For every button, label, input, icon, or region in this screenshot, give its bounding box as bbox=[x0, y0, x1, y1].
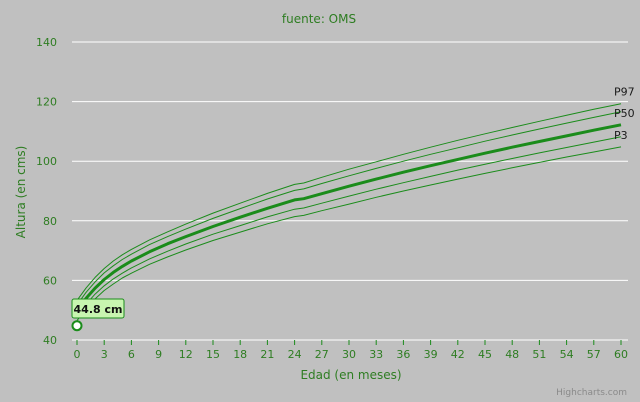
y-tick-label: 120 bbox=[36, 96, 57, 109]
x-tick-label: 12 bbox=[179, 348, 193, 361]
series-label-p3: P3 bbox=[614, 129, 628, 142]
x-tick-label: 33 bbox=[369, 348, 383, 361]
series-label-p97: P97 bbox=[614, 86, 635, 99]
y-tick-label: 100 bbox=[36, 155, 57, 168]
y-tick-label: 140 bbox=[36, 36, 57, 49]
tooltip-box bbox=[71, 298, 125, 319]
data-marker[interactable]: 44.8 cm bbox=[71, 298, 125, 332]
x-axis-title: Edad (en meses) bbox=[300, 368, 401, 382]
x-tick-label: 36 bbox=[396, 348, 410, 361]
x-tick-label: 54 bbox=[560, 348, 574, 361]
grid-lines bbox=[72, 41, 628, 341]
chart-title: fuente: OMS bbox=[282, 12, 356, 26]
y-tick-label: 80 bbox=[43, 215, 57, 228]
x-tick-label: 9 bbox=[155, 348, 162, 361]
credits-link[interactable]: Highcharts.com bbox=[556, 388, 627, 398]
y-tick-label: 40 bbox=[43, 334, 57, 347]
series-group bbox=[75, 103, 622, 321]
y-tick-label: 60 bbox=[43, 274, 57, 287]
x-tick-label: 42 bbox=[451, 348, 465, 361]
x-tick-label: 51 bbox=[532, 348, 546, 361]
x-tick-label: 60 bbox=[614, 348, 628, 361]
series-line-p50 bbox=[75, 123, 622, 312]
series-labels: P97 P50 P3 bbox=[614, 86, 635, 142]
series-line-p97 bbox=[76, 103, 622, 301]
series-label-p50: P50 bbox=[614, 107, 635, 120]
x-tick-label: 48 bbox=[505, 348, 519, 361]
x-tick-label: 39 bbox=[424, 348, 438, 361]
x-tick-label: 21 bbox=[260, 348, 274, 361]
x-axis-ticks: 0 3 6 9 12 15 18 21 24 27 30 33 36 39 42 45 48 51 54 57 60 bbox=[74, 340, 628, 361]
x-tick-label: 27 bbox=[315, 348, 329, 361]
series-line-band-1 bbox=[76, 111, 622, 306]
x-tick-label: 24 bbox=[288, 348, 302, 361]
x-tick-label: 45 bbox=[478, 348, 492, 361]
tooltip-value: 44.8 cm bbox=[74, 303, 123, 316]
x-tick-label: 18 bbox=[233, 348, 247, 361]
y-axis-ticks: 40 60 80 100 120 140 bbox=[36, 36, 57, 347]
x-tick-label: 3 bbox=[101, 348, 108, 361]
x-tick-label: 57 bbox=[587, 348, 601, 361]
series-line-p3 bbox=[76, 146, 622, 321]
data-point[interactable] bbox=[71, 320, 83, 332]
x-tick-label: 6 bbox=[128, 348, 135, 361]
x-tick-label: 0 bbox=[74, 348, 81, 361]
y-axis-title: Altura (en cms) bbox=[14, 146, 28, 239]
x-tick-label: 15 bbox=[206, 348, 220, 361]
x-tick-label: 30 bbox=[342, 348, 356, 361]
series-line-band-3 bbox=[76, 136, 622, 317]
